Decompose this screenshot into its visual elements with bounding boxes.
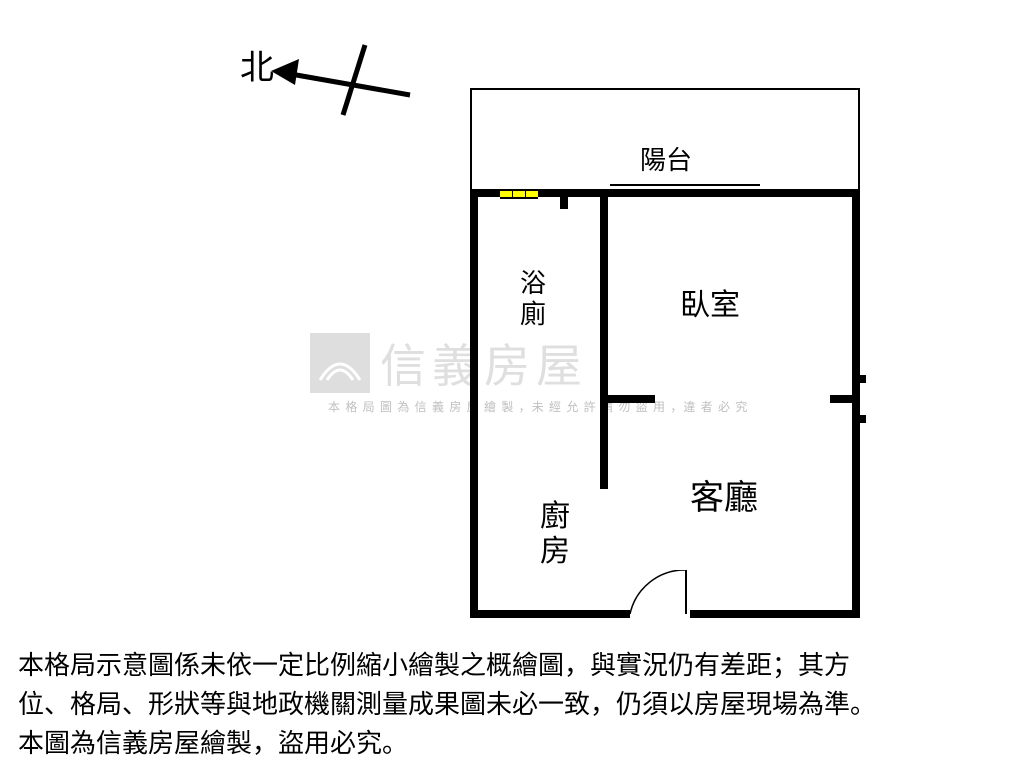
wall-mid-stub2 xyxy=(852,415,866,423)
kitchen-label: 廚 房 xyxy=(540,500,570,569)
watermark-subtext: 本 格 局 圖 為 信 義 房 屋 繪 製 ，未 經 允 許 請 勿 盜 用 ，… xyxy=(328,398,748,415)
living-label: 客廳 xyxy=(690,470,758,519)
wall-main-left xyxy=(470,189,478,618)
wall-top-stub xyxy=(560,189,568,209)
balcony-wall-left xyxy=(470,88,472,195)
entrance-door-icon xyxy=(626,570,696,630)
wall-mid-right-a xyxy=(600,395,655,403)
watermark: 信義房屋 xyxy=(310,330,588,396)
balcony-door-line xyxy=(610,184,760,186)
wall-main-bottom-right xyxy=(690,610,860,618)
north-arrow-icon xyxy=(265,35,425,125)
bathroom-label: 浴 廁 xyxy=(520,268,546,330)
wall-main-right xyxy=(852,189,860,618)
wall-main-bottom-left xyxy=(470,610,630,618)
watermark-logo-icon xyxy=(310,333,370,393)
balcony-wall-right xyxy=(858,88,860,195)
window-marker xyxy=(500,189,538,199)
wall-center-vertical xyxy=(600,189,608,489)
floorplan-canvas: 信義房屋 本 格 局 圖 為 信 義 房 屋 繪 製 ，未 經 允 許 請 勿 … xyxy=(0,0,1024,768)
wall-mid-stub xyxy=(852,375,866,383)
balcony-wall-top xyxy=(470,88,860,90)
disclaimer-text: 本格局示意圖係未依一定比例縮小繪製之概繪圖，與實況仍有差距；其方 位、格局、形狀… xyxy=(18,646,876,763)
bedroom-label: 臥室 xyxy=(680,280,740,324)
watermark-text: 信義房屋 xyxy=(380,330,588,396)
wall-mid-right-b xyxy=(830,395,860,403)
balcony-label: 陽台 xyxy=(640,140,692,177)
